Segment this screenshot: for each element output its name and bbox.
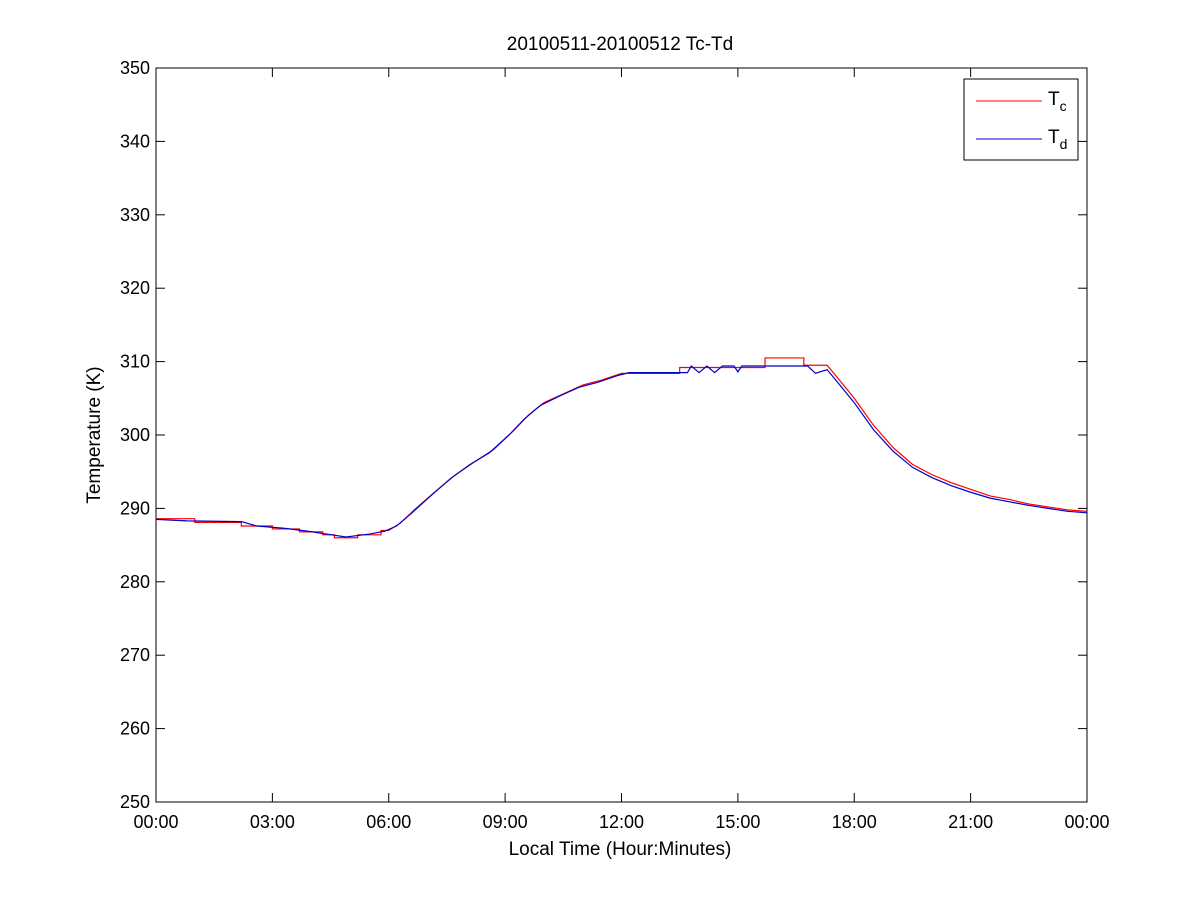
- plot-area: 250 260 270 280 290 300 310 320 330 340 350 00:00 03…: [120, 58, 1110, 832]
- x-tick-label: 15:00: [715, 812, 760, 832]
- legend: Tc Td: [963, 78, 1079, 161]
- legend-label-tc-sub: c: [1060, 98, 1067, 114]
- y-tick-label: 290: [120, 498, 150, 518]
- y-tick-label: 340: [120, 131, 150, 151]
- x-tick-label: 21:00: [948, 812, 993, 832]
- chart-title: 20100511-20100512 Tc-Td: [507, 34, 733, 55]
- legend-box: [963, 78, 1079, 161]
- legend-label-tc-main: T: [1048, 89, 1060, 110]
- x-tick-label: 12:00: [599, 812, 644, 832]
- ticks-layer: 250 260 270 280 290 300 310 320 330 340 350 00:00 03…: [120, 58, 1110, 832]
- x-tick-label: 03:00: [250, 812, 295, 832]
- x-tick-label: 18:00: [832, 812, 877, 832]
- y-tick-label: 330: [120, 205, 150, 225]
- x-axis-label: Local Time (Hour:Minutes): [509, 839, 732, 860]
- y-tick-label: 250: [120, 792, 150, 812]
- y-tick-label: 350: [120, 58, 150, 78]
- y-tick-label: 270: [120, 645, 150, 665]
- y-axis-label: Temperature (K): [84, 366, 105, 503]
- legend-label-td-sub: d: [1060, 136, 1068, 152]
- y-tick-label: 260: [120, 719, 150, 739]
- x-tick-label: 06:00: [366, 812, 411, 832]
- y-tick-label: 320: [120, 278, 150, 298]
- series-line-td: [155, 365, 1088, 538]
- x-tick-label: 09:00: [483, 812, 528, 832]
- legend-label-td-main: T: [1048, 127, 1060, 148]
- y-tick-label: 310: [120, 352, 150, 372]
- legend-label-tc: Tc: [1048, 89, 1067, 114]
- axes-frame: [155, 67, 1088, 803]
- series-layer: [155, 357, 1088, 539]
- y-tick-label: 300: [120, 425, 150, 445]
- x-tick-label: 00:00: [133, 812, 178, 832]
- y-tick-label: 280: [120, 572, 150, 592]
- x-tick-label: 00:00: [1064, 812, 1109, 832]
- legend-label-td: Td: [1048, 127, 1067, 152]
